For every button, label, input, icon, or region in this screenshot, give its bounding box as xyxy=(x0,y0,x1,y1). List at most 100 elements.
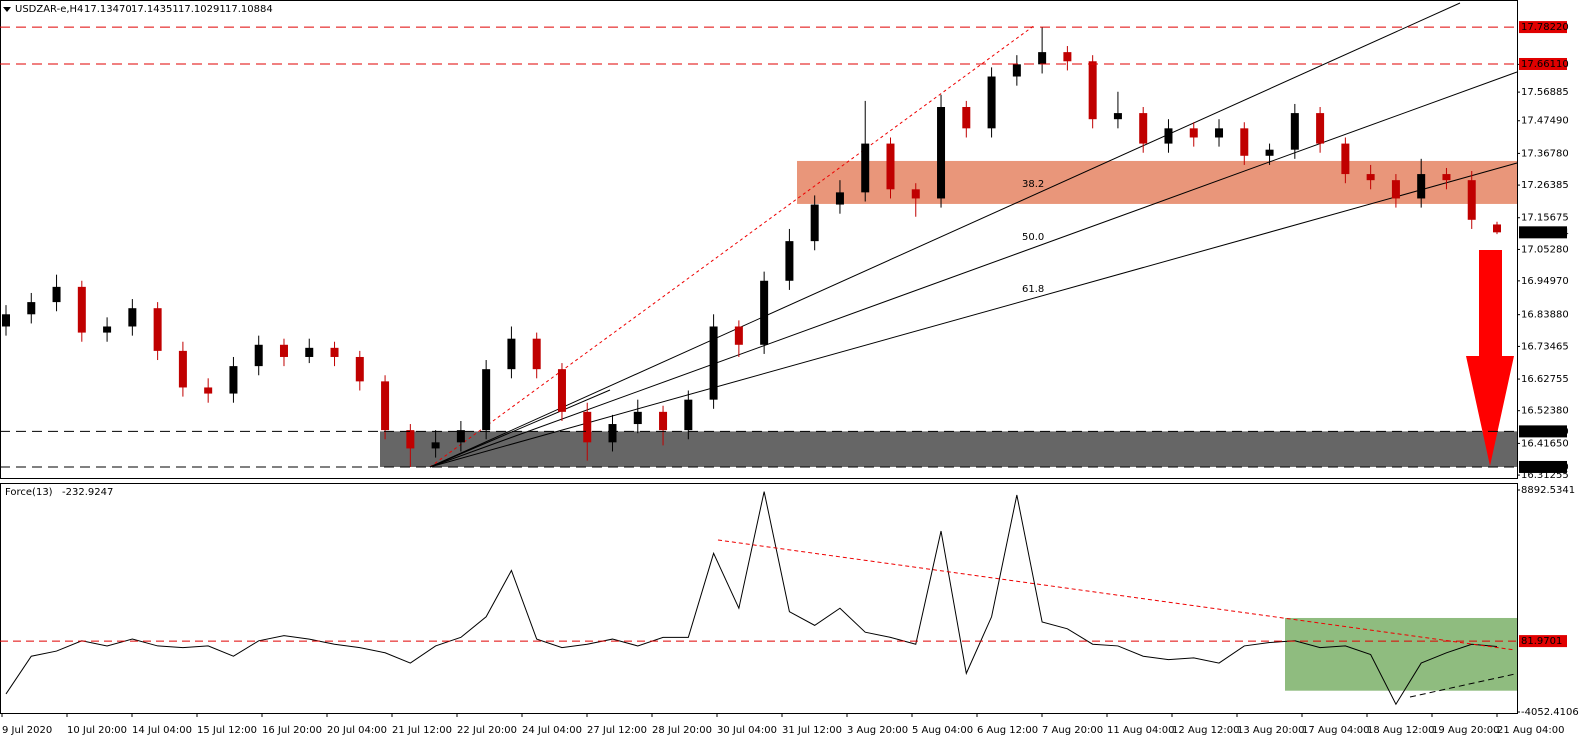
fib-label: 61.8 xyxy=(1022,284,1044,295)
candle-body xyxy=(330,347,339,357)
zone xyxy=(380,431,1517,467)
level-label: 81.9701 xyxy=(1521,636,1562,647)
y-tick-label: -4052.4106 xyxy=(1521,707,1579,718)
candle-body xyxy=(1442,174,1451,181)
candle-body xyxy=(835,192,844,205)
collapse-icon[interactable] xyxy=(3,7,11,12)
x-tick-label: 31 Jul 12:00 xyxy=(782,725,842,736)
level-label-bg xyxy=(1519,460,1567,473)
candle-body xyxy=(608,424,617,443)
candle-body xyxy=(128,308,137,327)
candle-body xyxy=(229,366,238,394)
candle-body xyxy=(886,143,895,190)
level-label-bg xyxy=(1519,21,1567,34)
candle-body xyxy=(557,369,566,412)
x-tick-label: 5 Aug 04:00 xyxy=(912,725,973,736)
candle-body xyxy=(1088,61,1097,120)
candle-body xyxy=(760,280,769,345)
level-label: 17.78220 xyxy=(1521,22,1569,33)
fib-label: 38.2 xyxy=(1022,179,1044,190)
y-tick-label: 17.36780 xyxy=(1521,148,1569,159)
candle-body xyxy=(103,326,112,333)
candle-body xyxy=(355,356,364,382)
x-tick-label: 9 Jul 2020 xyxy=(2,725,52,736)
candle-body xyxy=(962,107,971,129)
candle-body xyxy=(204,387,213,394)
ohlc: 17.14351 xyxy=(131,4,179,15)
force-line xyxy=(5,491,1498,706)
candle-body xyxy=(482,369,491,431)
candle-body xyxy=(987,76,996,129)
candle-body xyxy=(1139,113,1148,144)
fib-label: 50.0 xyxy=(1022,232,1044,243)
candle-body xyxy=(1215,128,1224,138)
ohlc: 17.10291 xyxy=(178,4,226,15)
x-tick-label: 19 Aug 20:00 xyxy=(1432,725,1499,736)
ohlc: 17.13470 xyxy=(84,4,132,15)
candle-body xyxy=(1366,174,1375,181)
candle-body xyxy=(27,302,36,315)
candle-body xyxy=(1189,128,1198,138)
candle-body xyxy=(709,326,718,400)
candle-body xyxy=(861,143,870,193)
candle-body xyxy=(52,286,61,303)
fan-line xyxy=(429,389,611,468)
level-label-bg xyxy=(1519,57,1567,70)
level-label: 16.45590 xyxy=(1521,426,1569,437)
candle-body xyxy=(1164,128,1173,144)
main-panel xyxy=(0,0,1518,479)
candle-body xyxy=(456,430,465,443)
trend-line xyxy=(717,539,1516,651)
candle-body xyxy=(1417,174,1426,199)
candle-body xyxy=(785,241,794,281)
level-label: 17.66110 xyxy=(1521,59,1569,70)
fan-line xyxy=(429,71,1518,468)
candle-body xyxy=(633,411,642,425)
x-tick-label: 11 Aug 04:00 xyxy=(1107,725,1174,736)
candle-body xyxy=(1391,180,1400,199)
y-tick-label: 16.62755 xyxy=(1521,374,1569,385)
candle-body xyxy=(810,204,819,242)
down-arrow xyxy=(1466,250,1514,466)
x-tick-label: 20 Jul 04:00 xyxy=(327,725,387,736)
candle-body xyxy=(507,338,516,370)
x-tick-label: 6 Aug 12:00 xyxy=(977,725,1038,736)
candle-body xyxy=(1113,113,1122,120)
candle-body xyxy=(153,308,162,351)
candle-body xyxy=(1341,143,1350,175)
candle-body xyxy=(684,399,693,431)
fib-fan xyxy=(429,2,1518,468)
candle-body xyxy=(1265,149,1274,156)
price-label-bg xyxy=(1519,226,1567,239)
x-tick-label: 14 Jul 04:00 xyxy=(132,725,192,736)
y-tick-label: 8892.5341 xyxy=(1521,485,1575,496)
x-tick-label: 7 Aug 20:00 xyxy=(1042,725,1103,736)
y-tick-label: 16.73465 xyxy=(1521,341,1569,352)
x-tick-label: 30 Jul 04:00 xyxy=(717,725,777,736)
candle-body xyxy=(1038,52,1047,65)
candle-body xyxy=(254,344,263,367)
x-tick-label: 28 Jul 20:00 xyxy=(652,725,712,736)
indicator-title: Force(13) xyxy=(5,487,53,498)
y-tick-label: 17.47490 xyxy=(1521,116,1569,127)
symbol: USDZAR-e,H4 xyxy=(15,4,83,15)
y-tick-label: 16.94970 xyxy=(1521,276,1569,287)
candle-body xyxy=(431,442,440,449)
level-label: 16.33920 xyxy=(1521,462,1569,473)
x-tick-label: 24 Jul 04:00 xyxy=(522,725,582,736)
y-tick-label: 16.83880 xyxy=(1521,310,1569,321)
candle-body xyxy=(937,107,946,199)
fan-line xyxy=(429,162,1518,468)
candle-body xyxy=(2,314,10,327)
candle-body xyxy=(178,350,187,388)
y-tick-label: 16.31255 xyxy=(1521,470,1569,481)
candle-body xyxy=(1493,224,1501,233)
candle-body xyxy=(911,189,920,199)
candle-body xyxy=(406,430,415,449)
x-tick-label: 18 Aug 12:00 xyxy=(1367,725,1434,736)
y-tick-label: 17.15675 xyxy=(1521,213,1569,224)
x-tick-label: 3 Aug 20:00 xyxy=(847,725,908,736)
x-tick-label: 12 Aug 12:00 xyxy=(1172,725,1239,736)
ohlc: 17.10884 xyxy=(225,4,273,15)
